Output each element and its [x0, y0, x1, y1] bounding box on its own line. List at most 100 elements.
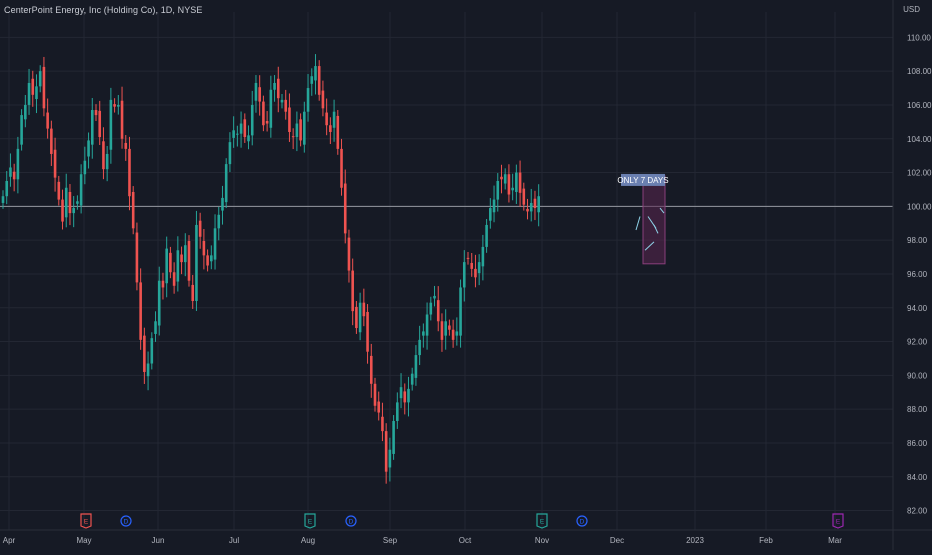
candle — [68, 184, 72, 226]
candle — [183, 233, 187, 277]
candle — [474, 254, 477, 288]
candle — [157, 266, 161, 336]
candle-body — [526, 208, 529, 212]
candle — [269, 75, 273, 138]
earnings-marker[interactable]: E — [80, 513, 92, 529]
candle — [50, 120, 53, 166]
time-axis[interactable]: Apr May Jun Jul Aug Sep Oct Nov Dec 2023 Feb Mar — [0, 529, 932, 545]
candle-body — [12, 171, 16, 180]
currency-label: USD — [903, 5, 920, 14]
projection-box[interactable]: ONLY 7 DAYS — [617, 173, 669, 265]
earnings-icon — [304, 513, 316, 529]
candle-body — [429, 302, 433, 315]
candle-body — [31, 78, 35, 95]
candle — [347, 229, 351, 283]
candle-body — [236, 133, 239, 135]
candle-body — [340, 148, 343, 188]
candle — [489, 198, 492, 229]
projection-rectangle[interactable] — [642, 175, 666, 265]
candle-body — [68, 191, 72, 214]
candle — [433, 285, 436, 307]
candle-body — [120, 100, 124, 139]
projection-path — [635, 216, 641, 231]
candle — [258, 75, 261, 116]
candle — [529, 188, 533, 222]
candle-body — [9, 167, 12, 177]
candle — [239, 111, 243, 148]
candle-body — [492, 199, 496, 213]
candle — [369, 343, 373, 398]
candle-body — [83, 160, 87, 175]
time-tick-label: Jun — [152, 536, 165, 545]
candle — [459, 279, 462, 348]
dividend-marker[interactable]: D — [576, 515, 588, 527]
candle — [418, 325, 421, 366]
candle — [9, 153, 12, 187]
candle — [265, 111, 269, 132]
time-tick-label: Feb — [759, 536, 773, 545]
candle-body — [35, 86, 38, 100]
candle-body — [351, 270, 354, 312]
price-axis[interactable]: 110.00 108.00 106.00 104.00 102.00 100.00 98.0… — [892, 0, 932, 550]
candle — [16, 136, 20, 194]
candle-body — [444, 321, 447, 336]
candle-body — [377, 401, 381, 413]
candle-body — [94, 110, 98, 116]
candle — [150, 332, 154, 370]
candle-body — [128, 148, 131, 197]
candle — [57, 175, 61, 206]
candle-body — [139, 282, 142, 340]
projection-path — [659, 207, 665, 214]
candle — [161, 272, 165, 300]
candle-body — [187, 240, 191, 281]
candle — [295, 111, 299, 152]
candle — [247, 125, 250, 150]
candle — [340, 138, 343, 196]
candle — [310, 68, 314, 96]
candle-body — [38, 71, 42, 87]
candle — [83, 146, 87, 185]
candle — [76, 195, 79, 210]
candle-body — [243, 119, 247, 138]
earnings-marker[interactable]: E — [536, 513, 548, 529]
candle-body — [217, 214, 221, 229]
grid — [0, 12, 893, 530]
event-marker-label: D — [349, 519, 354, 526]
candle-body — [455, 331, 459, 336]
candle — [399, 373, 403, 409]
candle — [373, 377, 377, 412]
candle-body — [332, 111, 336, 128]
event-marker-label: D — [124, 519, 129, 526]
price-tick-label: 86.00 — [907, 439, 928, 448]
candle — [436, 286, 440, 332]
earnings-marker[interactable]: E — [832, 513, 844, 529]
candle — [206, 249, 209, 272]
candle-body — [24, 104, 27, 120]
candle — [392, 415, 395, 460]
dividend-marker[interactable]: D — [120, 515, 132, 527]
earnings-marker[interactable]: E — [304, 513, 316, 529]
price-tick-label: 100.00 — [907, 202, 932, 211]
candle — [221, 185, 224, 225]
candle-body — [515, 172, 518, 192]
candle-body — [403, 391, 407, 403]
candle — [217, 206, 221, 241]
candle-body — [440, 321, 444, 340]
event-marker-label: D — [580, 519, 585, 526]
dividend-marker[interactable]: D — [345, 515, 357, 527]
candle-body — [98, 110, 102, 138]
candle — [35, 74, 38, 114]
candle-body — [131, 191, 135, 229]
candle-body — [113, 104, 116, 107]
event-marker-label: E — [540, 519, 545, 526]
candle — [191, 274, 195, 309]
candle — [232, 116, 235, 148]
candle — [12, 163, 16, 192]
candle-body — [280, 99, 284, 103]
candle — [250, 90, 254, 146]
candle-body — [347, 237, 351, 271]
candle-body — [102, 141, 105, 170]
